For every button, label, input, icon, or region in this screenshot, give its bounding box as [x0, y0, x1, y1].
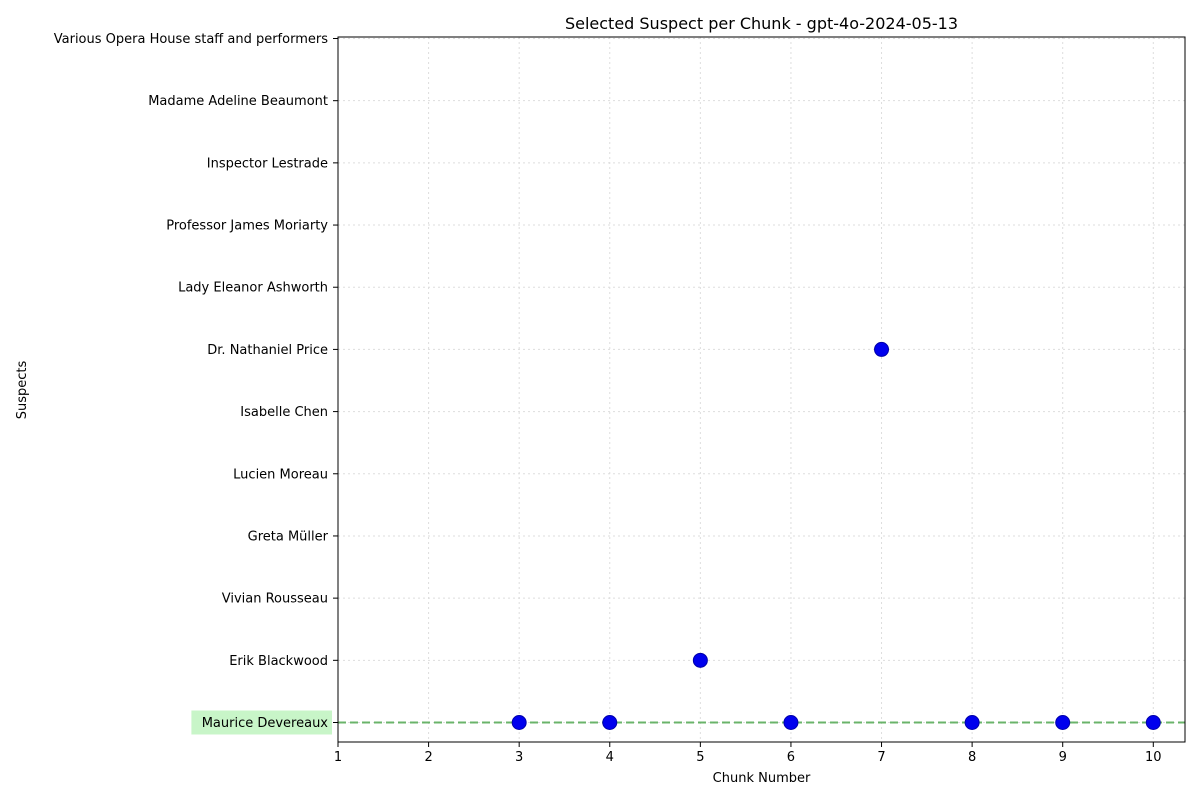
x-tick-label: 1	[334, 750, 342, 765]
y-tick-highlight	[191, 710, 332, 735]
y-tick-label: Greta Müller	[248, 529, 329, 544]
x-tick-label: 7	[877, 750, 885, 765]
data-point	[783, 715, 799, 730]
data-point	[874, 341, 890, 357]
y-tick-label: Madame Adeline Beaumont	[148, 94, 328, 109]
data-point	[1145, 715, 1161, 730]
x-tick-label: 6	[787, 750, 795, 765]
data-point	[602, 715, 618, 730]
x-axis-label: Chunk Number	[713, 771, 811, 786]
y-tick-label: Dr. Nathaniel Price	[207, 343, 328, 358]
y-tick-label: Lucien Moreau	[233, 467, 328, 482]
chart-title: Selected Suspect per Chunk - gpt-4o-2024…	[565, 14, 958, 33]
x-tick-label: 8	[968, 750, 976, 765]
data-point	[511, 715, 527, 730]
plot-frame	[337, 36, 1186, 743]
x-axis-ticks: 1 2 3 4 5 6 7 8 9 10	[334, 742, 1162, 765]
y-tick-label: Various Opera House staff and performers	[54, 32, 328, 47]
x-tick-label: 10	[1145, 750, 1162, 765]
x-tick-label: 2	[424, 750, 432, 765]
x-tick-label: 4	[606, 750, 614, 765]
data-point	[1055, 715, 1071, 730]
y-tick-label: Lady Eleanor Ashworth	[178, 281, 328, 296]
data-point	[964, 715, 980, 730]
y-tick-label: Maurice Devereaux	[202, 716, 329, 731]
data-point	[692, 652, 708, 668]
y-tick-label: Inspector Lestrade	[207, 156, 328, 171]
data-points	[511, 341, 1161, 730]
grid	[337, 37, 1185, 742]
y-tick-label: Professor James Moriarty	[166, 219, 328, 234]
y-tick-label: Erik Blackwood	[229, 654, 328, 669]
x-tick-label: 9	[1059, 750, 1067, 765]
y-axis-ticks: Maurice Devereaux Erik Blackwood Vivian Ro…	[54, 32, 338, 735]
y-axis-label: Suspects	[15, 361, 30, 420]
y-tick-label: Vivian Rousseau	[222, 592, 328, 607]
x-tick-label: 3	[515, 750, 523, 765]
x-tick-label: 5	[696, 750, 704, 765]
y-tick-label: Isabelle Chen	[240, 405, 328, 420]
